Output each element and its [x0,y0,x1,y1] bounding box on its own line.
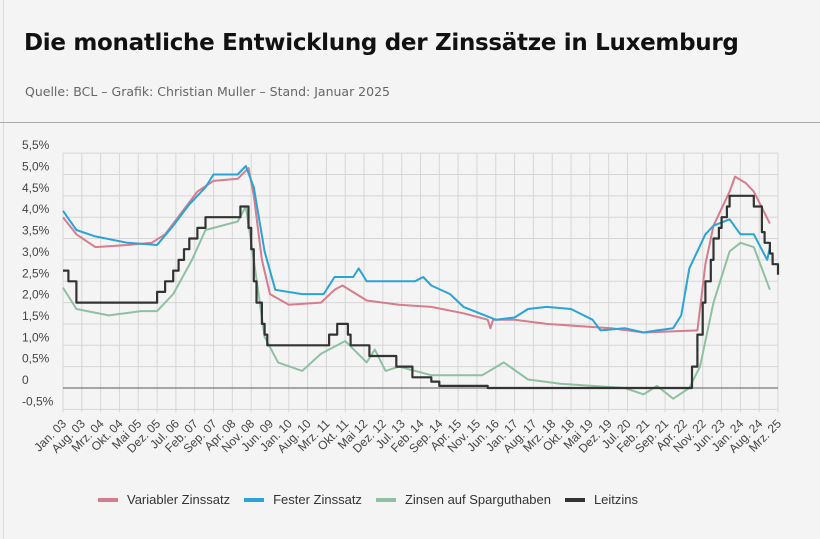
legend-label: Variabler Zinssatz [127,492,231,507]
y-tick-label: 4,5% [22,181,50,195]
series-line-variabler-zinssatz [62,167,771,334]
legend-swatch [375,497,396,502]
y-tick-label: 5,0% [22,160,50,174]
chart-subtitle: Quelle: BCL – Grafik: Christian Muller –… [25,84,390,99]
y-tick-label: 1,0% [22,330,50,344]
y-tick-label: 3,5% [22,224,50,238]
series-line-fester-zinssatz [62,165,771,334]
legend-swatch [98,497,118,502]
legend-swatch [244,497,265,502]
legend-item-sparguthaben: Zinsen auf Sparguthaben [375,492,551,507]
legend-label: Fester Zinssatz [273,492,362,507]
series-line-leitzins [63,194,780,390]
y-tick-label: 4,0% [22,202,50,216]
y-tick-label: 0 [22,373,29,387]
y-tick-label: 5,5% [22,138,50,152]
legend-swatch [564,497,585,502]
legend-label: Leitzins [593,492,639,507]
chart-title: Die monatliche Entwicklung der Zinssätze… [24,30,739,56]
y-tick-label: 1,5% [22,309,50,323]
y-tick-label: 2,0% [22,288,50,302]
header-divider [0,122,820,123]
legend-item-fester: Fester Zinssatz [244,492,362,507]
legend: Variabler Zinssatz Fester Zinssatz Zinse… [98,492,652,507]
y-tick-label: 2,5% [22,266,50,280]
y-tick-label: -0,5% [22,394,54,408]
y-tick-label: 3,0% [22,245,50,259]
chart-frame [3,0,819,539]
legend-label: Zinsen auf Sparguthaben [404,492,551,507]
legend-item-variabler: Variabler Zinssatz [98,492,230,507]
y-tick-label: 0,5% [22,352,50,366]
legend-item-leitzins: Leitzins [564,492,639,507]
